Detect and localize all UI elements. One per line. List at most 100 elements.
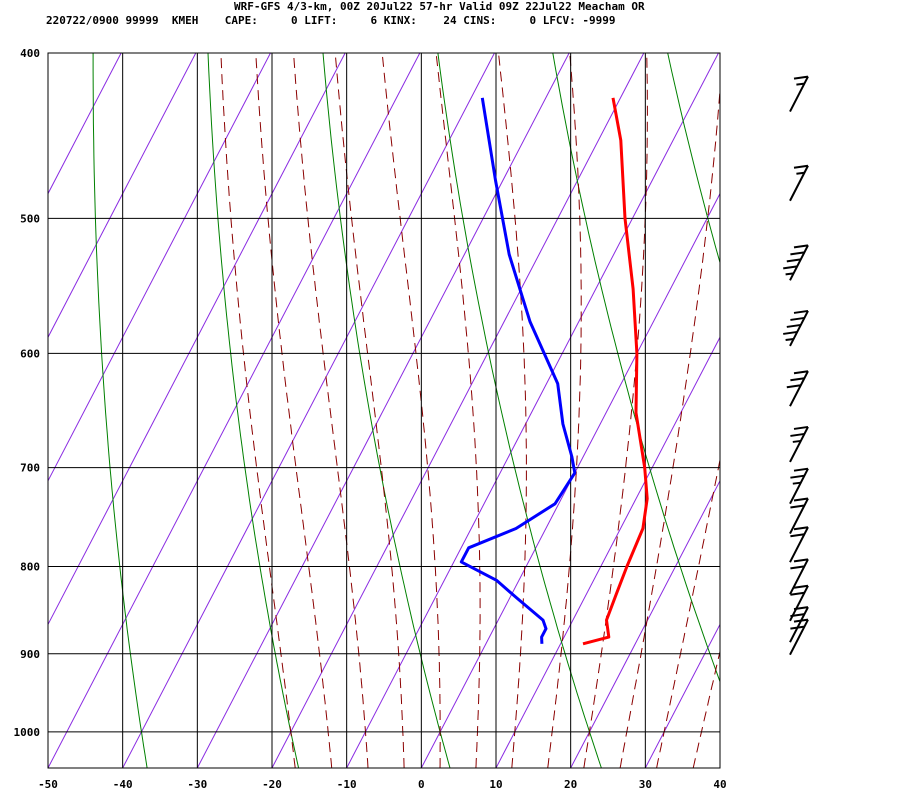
moist-adiabat-line — [334, 53, 405, 768]
moist-adiabat-line — [498, 53, 527, 768]
wind-barb-staff — [789, 468, 809, 505]
x-tick-label: 0 — [418, 778, 425, 791]
wind-barb-feather — [783, 265, 798, 270]
wind-barb-feather — [790, 316, 805, 321]
isotherm-line — [420, 192, 720, 768]
isotherm-line — [346, 53, 719, 768]
wind-barb-staff — [789, 310, 809, 347]
x-tick-label: -50 — [38, 778, 58, 791]
y-tick-label: 600 — [20, 347, 40, 360]
isotherm-line — [196, 53, 570, 768]
wind-barb-half-feather — [792, 439, 801, 443]
wind-barb-feather — [790, 251, 805, 256]
wind-barb-feather — [793, 244, 809, 249]
wind-barb-feather — [790, 613, 805, 618]
y-tick-label: 1000 — [14, 726, 41, 739]
moist-adiabat-line — [619, 84, 720, 768]
wind-barb-staff — [789, 526, 809, 563]
profile-series — [459, 97, 649, 646]
grid-lines — [47, 52, 721, 769]
wind-barb-feather — [793, 558, 809, 563]
x-tick-label: 40 — [713, 778, 726, 791]
dry-adiabat-line — [783, 53, 900, 768]
moist-adiabat-line — [583, 53, 648, 768]
wind-barb-half-feather — [785, 272, 794, 276]
x-tick-label: -40 — [113, 778, 133, 791]
x-tick-label: 20 — [564, 778, 577, 791]
wind-barb-feather — [793, 467, 809, 472]
isotherm-line — [495, 336, 720, 768]
x-tick-label: -10 — [337, 778, 357, 791]
wind-barb-staff — [789, 244, 809, 281]
wind-barb — [789, 606, 809, 643]
wind-barb-feather — [786, 258, 801, 263]
plot-frame — [47, 52, 721, 769]
x-tick-label: 10 — [489, 778, 502, 791]
wind-barb-feather — [786, 323, 801, 328]
wind-barb-feather — [790, 432, 805, 437]
wind-barb-feather — [793, 618, 809, 623]
wind-barb-staff — [789, 76, 809, 113]
wind-barb-staff — [789, 165, 809, 202]
dry-adiabat-line — [552, 53, 720, 684]
wind-barb-staff — [789, 558, 809, 595]
isotherm-line — [48, 53, 197, 339]
moist-adiabat-line — [293, 53, 369, 768]
wind-barb-feather — [793, 75, 809, 80]
wind-barb — [783, 309, 809, 347]
wind-barb-feather — [790, 565, 805, 570]
wind-barb-feather — [793, 526, 809, 531]
wind-barb — [789, 75, 809, 113]
x-tick-label: -20 — [262, 778, 282, 791]
wind-barb — [789, 497, 809, 534]
dry-adiabat-line — [92, 53, 148, 768]
wind-barb — [789, 467, 809, 505]
wind-barb-feather — [790, 591, 805, 596]
chart-title: WRF-GFS 4/3-km, 00Z 20Jul22 57-hr Valid … — [234, 0, 645, 13]
dewpoint-line — [459, 97, 577, 644]
dry-adiabat-line — [322, 53, 451, 768]
wind-barb-staff — [789, 426, 809, 463]
wind-barb — [789, 618, 809, 656]
moist-adiabat-line — [656, 457, 720, 768]
dry-adiabat-line — [437, 53, 602, 768]
wind-barb-feather — [786, 384, 801, 389]
wind-barb — [789, 164, 809, 202]
wind-barb-feather — [790, 625, 805, 630]
moist-adiabat-line — [435, 53, 481, 768]
wind-barb-feather — [793, 309, 809, 314]
isotherm-line — [644, 623, 720, 768]
isotherm-line — [122, 53, 495, 768]
dry-adiabat-line — [207, 53, 300, 768]
wind-barb-feather — [790, 533, 805, 538]
wind-barbs — [783, 75, 809, 656]
wind-barb-feather — [793, 164, 809, 169]
y-tick-label: 500 — [20, 212, 40, 225]
wind-barb-feather — [793, 606, 809, 611]
wind-barb-half-feather — [785, 337, 794, 341]
x-tick-label: -30 — [187, 778, 207, 791]
wind-barb-staff — [789, 606, 809, 643]
moist-adiabat-line — [381, 53, 441, 768]
wind-barb-feather — [793, 497, 809, 502]
y-tick-label: 900 — [20, 648, 40, 661]
axis-tick-labels: 400 500 600 700 800 900 1000 -50 -40 -30 -20 -10 0 10… — [14, 47, 727, 791]
isotherm-line — [48, 53, 346, 626]
wind-barb-feather — [793, 584, 809, 589]
isotherm-line — [719, 766, 720, 768]
isotherm-line — [869, 53, 900, 768]
wind-barb-staff — [789, 619, 809, 656]
sounding-indices: 220722/0900 99999 KMEH CAPE: 0 LIFT: 6 K… — [46, 14, 616, 27]
wind-barb-feather — [793, 370, 809, 375]
wind-barb-feather — [793, 425, 809, 430]
y-tick-label: 700 — [20, 462, 40, 475]
temperature-line — [582, 97, 649, 646]
wind-barb — [783, 244, 809, 281]
moist-adiabat-line — [730, 53, 900, 768]
dry-adiabat-lines — [92, 53, 900, 768]
wind-barb-feather — [790, 504, 805, 509]
wind-barb — [789, 526, 809, 563]
y-tick-label: 800 — [20, 561, 40, 574]
moist-adiabat-line — [547, 53, 582, 768]
